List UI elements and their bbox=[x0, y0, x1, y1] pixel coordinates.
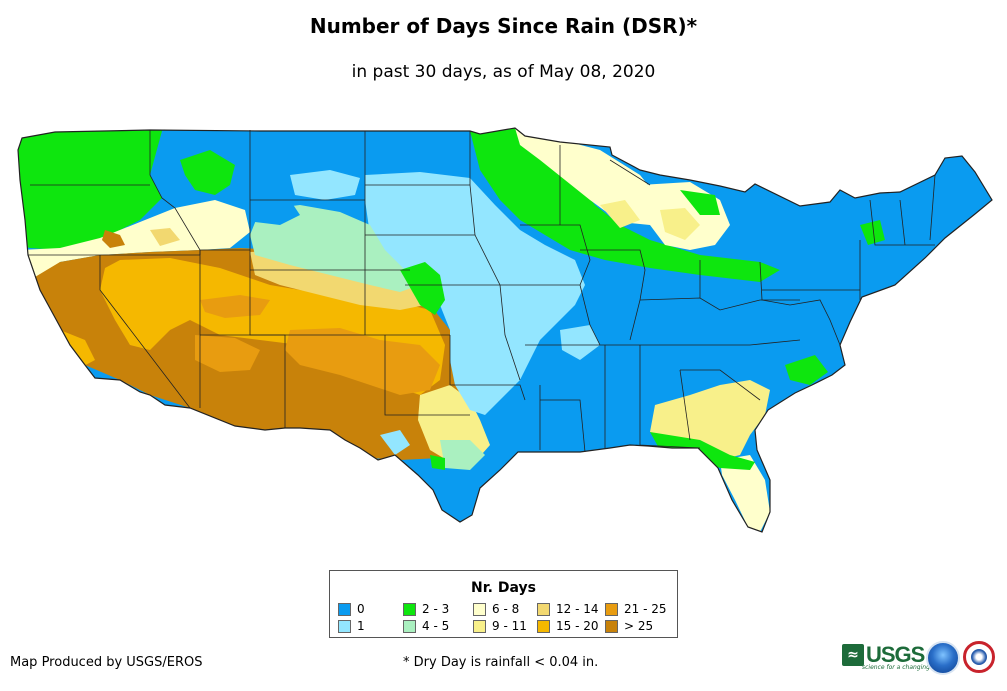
map-subtitle: in past 30 days, as of May 08, 2020 bbox=[351, 62, 656, 82]
legend-item-2: 2 - 3 bbox=[403, 602, 449, 616]
legend-label: 12 - 14 bbox=[556, 602, 599, 616]
legend: Nr. Days 0 1 2 - 3 4 - 5 6 - 8 9 - 11 12… bbox=[329, 570, 678, 638]
map-credit: Map Produced by USGS/EROS bbox=[10, 655, 203, 670]
legend-label: 4 - 5 bbox=[422, 619, 450, 633]
nws-logo-icon bbox=[963, 641, 995, 673]
legend-item-7: 15 - 20 bbox=[537, 619, 599, 633]
legend-item-5: 9 - 11 bbox=[473, 619, 527, 633]
legend-swatch bbox=[473, 602, 486, 616]
legend-label: 2 - 3 bbox=[422, 602, 450, 616]
legend-item-0: 0 bbox=[338, 602, 365, 616]
legend-swatch bbox=[403, 619, 416, 633]
usgs-logo-text: USGS bbox=[866, 642, 925, 667]
noaa-logo-icon bbox=[926, 641, 960, 675]
legend-item-9: > 25 bbox=[605, 619, 653, 633]
dry-day-footnote: * Dry Day is rainfall < 0.04 in. bbox=[403, 655, 599, 670]
legend-item-8: 21 - 25 bbox=[605, 602, 667, 616]
legend-label: 9 - 11 bbox=[492, 619, 527, 633]
legend-item-4: 6 - 8 bbox=[473, 602, 519, 616]
legend-label: > 25 bbox=[624, 619, 654, 633]
usgs-logo: ≈ USGS science for a changing world bbox=[842, 640, 948, 671]
legend-swatch bbox=[605, 602, 618, 616]
legend-item-1: 1 bbox=[338, 619, 365, 633]
legend-label: 15 - 20 bbox=[556, 619, 599, 633]
legend-label: 21 - 25 bbox=[624, 602, 667, 616]
legend-swatch bbox=[537, 602, 550, 616]
map-title: Number of Days Since Rain (DSR)* bbox=[309, 14, 698, 38]
legend-label: 1 bbox=[357, 619, 365, 633]
legend-item-3: 4 - 5 bbox=[403, 619, 449, 633]
legend-label: 0 bbox=[357, 602, 365, 616]
us-dsr-map bbox=[17, 127, 993, 533]
usgs-tagline: science for a changing world bbox=[862, 664, 949, 671]
legend-swatch bbox=[403, 602, 416, 616]
legend-label: 6 - 8 bbox=[492, 602, 520, 616]
legend-swatch bbox=[605, 619, 618, 633]
usgs-wave-icon: ≈ bbox=[842, 644, 864, 666]
legend-swatch bbox=[338, 619, 351, 633]
legend-swatch bbox=[473, 619, 486, 633]
legend-swatch bbox=[338, 602, 351, 616]
legend-swatch bbox=[537, 619, 550, 633]
legend-item-6: 12 - 14 bbox=[537, 602, 599, 616]
legend-title: Nr. Days bbox=[471, 580, 536, 596]
